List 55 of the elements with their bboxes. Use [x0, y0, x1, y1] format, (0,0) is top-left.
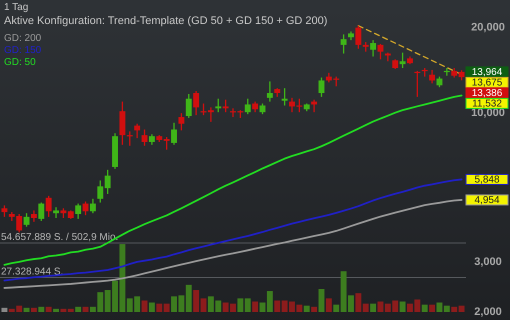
candlestick [148, 134, 155, 146]
candlestick [318, 76, 324, 98]
text: GD: 50 [4, 57, 36, 68]
data-label: 5,848 [474, 174, 500, 186]
data-label: 11,532 [472, 98, 502, 110]
candlestick [429, 69, 436, 84]
candlestick [378, 43, 384, 60]
y-tick-label: 10,000 [471, 107, 505, 120]
text: 13,386 [472, 88, 503, 100]
candlestick [355, 25, 362, 50]
candlestick [384, 52, 391, 62]
text: GD: 200 [4, 33, 42, 44]
candlestick [215, 98, 222, 113]
candlestick [75, 202, 82, 220]
candlestick [53, 206, 59, 219]
candlestick [244, 98, 251, 115]
data-label: 13,675 [472, 78, 503, 89]
data-label: 4,954 [474, 195, 500, 206]
candlestick [436, 76, 442, 88]
candlestick [178, 112, 184, 132]
candlestick [119, 100, 126, 146]
candlestick [222, 99, 229, 113]
candlestick [82, 200, 88, 216]
candlestick [311, 99, 318, 113]
candlestick [1, 204, 8, 218]
y-tick-label: 3,000 [474, 256, 502, 268]
line-series [4, 94, 462, 266]
candlestick [252, 100, 258, 113]
chart-subtitle: 1 Tag [4, 2, 28, 13]
candlestick [193, 90, 200, 116]
candlestick [340, 34, 347, 54]
candlestick [24, 212, 30, 228]
text: 13,964 [472, 67, 503, 78]
line-series [4, 178, 462, 282]
candlestick [142, 128, 148, 146]
line-series [4, 199, 462, 289]
candlestick [362, 41, 369, 52]
candlestick [370, 39, 376, 58]
candlestick [90, 198, 96, 214]
y-tick-label: 20,000 [471, 21, 505, 34]
candlestick [134, 123, 140, 139]
candlestick [186, 93, 192, 119]
candlestick [46, 195, 52, 218]
text: GD: 150 [4, 45, 42, 56]
candlestick [260, 102, 266, 115]
candlestick [38, 202, 44, 222]
text: Aktive Konfiguration: Trend-Template (GD 50 + GD 150 + GD 200) [4, 15, 328, 27]
candlestick [126, 130, 133, 146]
candlestick [282, 88, 288, 106]
ref-line-label: 27.328.944 S. [1, 266, 64, 278]
y-tick-label: 2,000 [474, 306, 502, 318]
candlestick [171, 122, 177, 146]
candlestick [392, 58, 398, 70]
candlestick [30, 210, 37, 222]
candlestick [266, 80, 273, 102]
